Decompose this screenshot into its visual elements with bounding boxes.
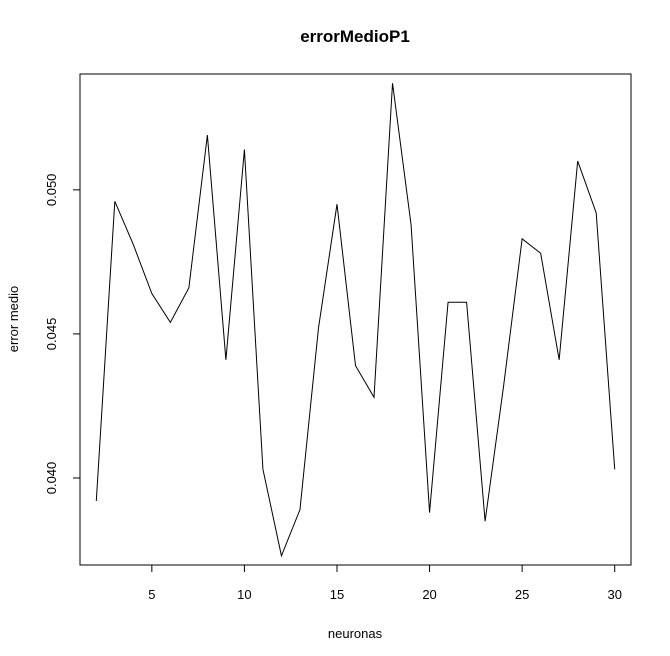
y-tick-label: 0.050 <box>44 174 59 207</box>
y-axis-label: error medio <box>6 286 21 352</box>
x-tick-label: 20 <box>422 587 436 602</box>
x-axis-label: neuronas <box>328 626 383 641</box>
x-tick-label: 25 <box>515 587 529 602</box>
x-tick-label: 10 <box>237 587 251 602</box>
series-line <box>95 83 616 558</box>
x-tick-label: 5 <box>148 587 155 602</box>
series-layer <box>95 83 616 558</box>
plot-frame <box>79 73 632 566</box>
y-axis: 0.040 0.045 0.050 <box>44 174 81 495</box>
x-tick-label: 15 <box>330 587 344 602</box>
x-axis: 5 10 15 20 25 30 <box>148 564 622 602</box>
y-tick-label: 0.040 <box>44 462 59 495</box>
x-tick-label: 30 <box>607 587 621 602</box>
y-tick-label: 0.045 <box>44 318 59 351</box>
chart-title: errorMedioP1 <box>300 27 410 46</box>
